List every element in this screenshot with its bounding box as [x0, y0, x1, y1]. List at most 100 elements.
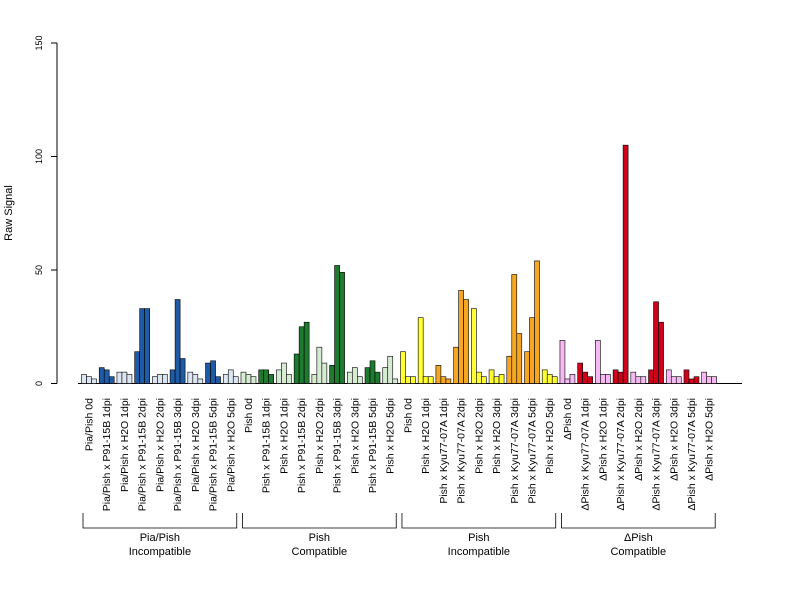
x-tick-label: Pia/Pish x H2O 1dpi	[119, 398, 131, 492]
bar	[400, 351, 406, 384]
group-sublabel: Compatible	[610, 546, 666, 558]
y-axis-label: Raw Signal	[3, 185, 15, 241]
x-tick-label: Pia/Pish x H2O 3dpi	[190, 398, 202, 492]
bar	[693, 376, 700, 384]
bar	[706, 376, 713, 384]
bar	[683, 369, 690, 384]
bar	[387, 355, 394, 384]
bar	[169, 369, 176, 384]
bar	[91, 378, 97, 384]
bar	[374, 371, 381, 384]
bar	[240, 371, 247, 384]
x-tick-label: Pish x P91-15B 1dpi	[261, 398, 273, 493]
x-tick-label: Pia/Pish x P91-15B 1dpi	[101, 398, 113, 511]
x-tick-label: Pia/Pish x P91-15B 5dpi	[208, 398, 220, 511]
x-tick-label: Pish x H2O 1dpi	[278, 398, 290, 474]
bar	[316, 346, 323, 384]
group-bracket	[401, 513, 557, 529]
group-label: Pia/Pish	[140, 532, 180, 544]
bar	[417, 317, 424, 384]
bar	[311, 374, 318, 384]
bar	[458, 290, 464, 384]
bar	[157, 374, 163, 384]
bar	[346, 371, 353, 384]
x-tick-label: Pish x H2O 2dpi	[314, 398, 326, 474]
x-tick-label: Pish x H2O 2dpi	[473, 398, 485, 474]
bar	[405, 376, 411, 384]
bar	[435, 365, 442, 384]
bar	[546, 374, 553, 384]
bar	[81, 374, 87, 384]
bar	[303, 321, 310, 384]
bar	[524, 351, 530, 384]
bar	[205, 362, 211, 384]
bar	[162, 374, 168, 384]
x-tick-label: ΔPish x Kyu77-07A 3dpi	[651, 398, 663, 511]
bar	[339, 271, 345, 384]
bar	[488, 369, 495, 384]
bar	[577, 362, 583, 384]
bar	[493, 376, 500, 384]
bar	[382, 367, 389, 384]
bar	[511, 274, 518, 384]
bar	[622, 144, 629, 384]
bar	[605, 374, 611, 384]
bar	[321, 362, 328, 384]
bar	[258, 369, 265, 384]
x-tick-label: Pish x P91-15B 3dpi	[332, 398, 344, 493]
group-label: Pish	[309, 532, 330, 544]
y-axis: 0 50 100 150	[34, 35, 58, 386]
bars	[81, 144, 718, 384]
bar	[268, 374, 275, 384]
bar	[263, 369, 270, 384]
x-tick-label: Pish 0d	[243, 398, 255, 433]
x-tick-label: ΔPish x Kyu77-07A 5dpi	[686, 398, 698, 511]
bar	[293, 353, 300, 384]
group-sublabel: Incompatible	[448, 546, 510, 558]
bar	[250, 376, 257, 384]
bar	[215, 376, 221, 384]
x-tick-label: Pish x Kyu77-07A 3dpi	[509, 398, 521, 504]
bar	[351, 367, 358, 384]
bar	[534, 260, 540, 384]
bar	[648, 369, 654, 384]
bar	[471, 308, 477, 384]
x-tick-label: Pish x Kyu77-07A 1dpi	[438, 398, 450, 504]
bar	[600, 374, 606, 384]
bar	[121, 371, 128, 384]
bar	[463, 299, 469, 384]
x-tick-label: Pia/Pish x P91-15B 2dpi	[137, 398, 149, 511]
bar	[281, 362, 287, 384]
x-tick-label: Pia/Pish x P91-15B 3dpi	[172, 398, 184, 511]
bar	[356, 376, 363, 384]
x-tick-label: ΔPish 0d	[562, 398, 574, 440]
bar	[595, 340, 601, 384]
group-label: ΔPish	[624, 532, 653, 544]
bar	[197, 378, 204, 384]
bar	[369, 360, 376, 384]
bar	[364, 367, 371, 384]
group-brackets: Pia/Pish Incompatible Pish Compatible Pish In…	[82, 513, 716, 558]
bar	[86, 376, 92, 384]
x-tick-label: Pia/Pish x H2O 5dpi	[225, 398, 237, 492]
bar	[559, 340, 566, 384]
x-tick-label: Pish x P91-15B 2dpi	[296, 398, 308, 493]
bar	[187, 371, 194, 384]
bar	[640, 376, 647, 384]
bar	[516, 333, 523, 384]
bar	[179, 358, 186, 384]
bar	[476, 371, 482, 384]
group-bracket	[561, 513, 716, 529]
bar	[410, 376, 416, 384]
group-bracket	[242, 513, 397, 529]
bar	[688, 378, 695, 384]
x-tick-label: Pish x H2O 5dpi	[385, 398, 397, 474]
bar	[222, 374, 229, 384]
bar	[245, 374, 252, 384]
bar	[635, 376, 642, 384]
x-tick-label: Pish 0d	[402, 398, 414, 433]
bar	[481, 376, 487, 384]
x-tick-label: ΔPish x H2O 5dpi	[704, 398, 716, 481]
x-tick-label: Pish x H2O 1dpi	[420, 398, 432, 474]
